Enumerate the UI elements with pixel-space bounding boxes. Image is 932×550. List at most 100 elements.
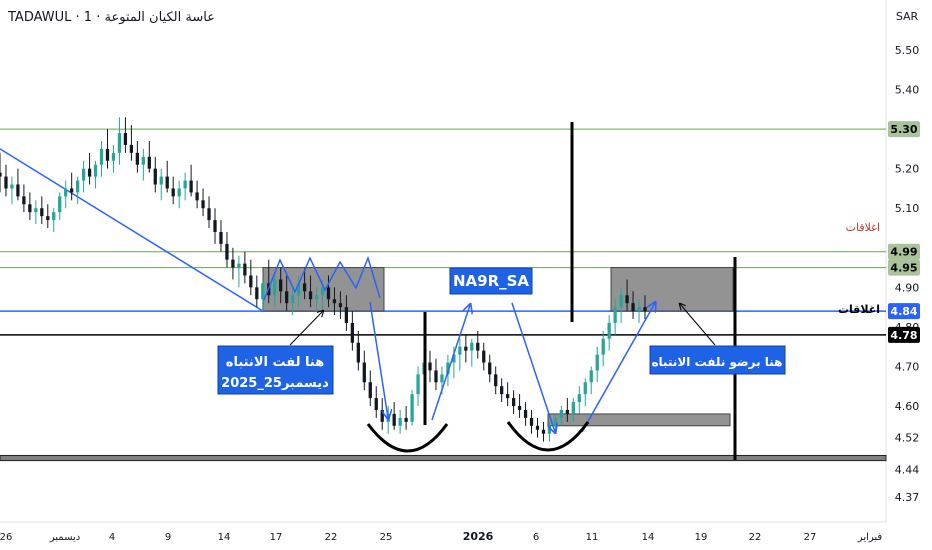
y-tick-label: 4.52 <box>895 432 920 445</box>
price-label: 4.99 <box>890 246 917 259</box>
candle-body <box>482 350 486 363</box>
candle-body <box>129 144 134 153</box>
candle-body <box>464 346 468 351</box>
candle-body <box>625 295 629 304</box>
x-tick-label: 4 <box>109 532 115 543</box>
y-tick-label: 4.37 <box>895 491 920 504</box>
symbol-label: NA9R_SA <box>453 272 529 290</box>
candle-body <box>631 303 635 312</box>
x-tick-label: 19 <box>695 532 708 543</box>
candle-body <box>535 425 540 430</box>
support-band <box>0 454 887 462</box>
candle-body <box>58 196 62 213</box>
candle-body <box>141 156 145 165</box>
candle-body <box>285 291 289 304</box>
price-label: 4.95 <box>890 262 917 275</box>
candle-body <box>637 307 641 312</box>
candle-body <box>147 156 151 169</box>
candle-body <box>589 370 593 383</box>
candle-body <box>338 303 343 308</box>
candle-body <box>10 184 14 189</box>
candle-body <box>40 208 44 217</box>
candle-body <box>344 307 349 323</box>
candle-body <box>517 406 522 410</box>
y-tick-label: 5.40 <box>895 84 920 97</box>
x-tick-label: 17 <box>270 532 283 543</box>
x-tick-label: 6 <box>533 532 539 543</box>
candle-body <box>488 362 492 375</box>
x-tick-label: 27 <box>804 532 817 543</box>
candle-body <box>440 374 444 383</box>
path-arrow <box>431 305 470 421</box>
candle-body <box>290 295 295 304</box>
candle-body <box>34 208 38 213</box>
candle-body <box>0 172 2 177</box>
currency-label: SAR <box>896 10 919 23</box>
y-tick-label: 4.60 <box>895 400 920 413</box>
candle-body <box>607 322 611 339</box>
candle-body <box>410 394 414 422</box>
candle-body <box>111 152 116 161</box>
pointer-arrow <box>289 311 323 346</box>
candle-body <box>643 307 647 312</box>
note-box-left <box>217 345 334 395</box>
chart-title: TADAWUL · 1 · عاسة الكيان المتوعة <box>8 10 215 25</box>
path-arrow <box>511 302 555 432</box>
x-tick-label: 2026 <box>463 530 494 543</box>
price-label: 4.78 <box>890 329 917 342</box>
y-tick-label: 4.44 <box>895 463 920 476</box>
path-arrow <box>369 301 388 418</box>
candle-body <box>213 220 217 232</box>
x-tick-label: 26 <box>0 532 12 543</box>
candle-body <box>380 409 384 422</box>
note-box-right <box>649 345 786 375</box>
bottom-curve <box>506 421 590 452</box>
candle-body <box>87 168 92 177</box>
candle-body <box>476 342 480 351</box>
demand-zone <box>547 413 731 427</box>
candle-body <box>565 409 570 414</box>
candle-body <box>237 263 241 268</box>
candle-body <box>4 176 8 189</box>
candle-body <box>547 425 552 434</box>
pointer-arrow <box>680 304 716 346</box>
y-tick-label: 5.10 <box>895 202 920 215</box>
note-right: هنا برضو نلفت الانتباه <box>651 355 782 370</box>
candle-body <box>273 279 277 296</box>
candle-body <box>195 192 199 201</box>
candle-body <box>559 409 564 418</box>
closes-label-upper: اغلاقات <box>846 221 880 234</box>
candle-body <box>446 362 450 375</box>
candle-body <box>458 346 462 355</box>
candle-body <box>22 196 26 205</box>
y-tick-label: 5.20 <box>895 163 920 176</box>
candle-body <box>93 164 98 177</box>
candle-body <box>571 402 575 414</box>
candle-body <box>135 152 140 165</box>
candle-body <box>356 342 360 363</box>
candle-body <box>16 184 20 197</box>
candle-body <box>553 417 558 426</box>
candle-body <box>368 382 372 399</box>
descending-trendline <box>0 148 264 312</box>
candle-body <box>362 362 366 383</box>
x-tick-label: 22 <box>749 532 762 543</box>
candle-body <box>189 180 193 193</box>
candle-body <box>177 188 181 197</box>
candle-body <box>613 307 617 323</box>
candle-body <box>523 409 528 418</box>
candle-body <box>219 231 223 244</box>
x-tick-label: 22 <box>325 532 338 543</box>
price-label-bg <box>888 243 920 260</box>
candle-body <box>470 342 474 351</box>
candle-body <box>577 394 581 403</box>
candle-body <box>494 374 498 387</box>
y-tick-label: 4.90 <box>895 281 920 294</box>
y-tick-label: 5.50 <box>895 44 920 57</box>
candle-body <box>601 338 605 355</box>
candle-body <box>105 148 110 161</box>
candle-body <box>153 168 157 185</box>
x-tick-label: فبراير <box>857 532 883 543</box>
